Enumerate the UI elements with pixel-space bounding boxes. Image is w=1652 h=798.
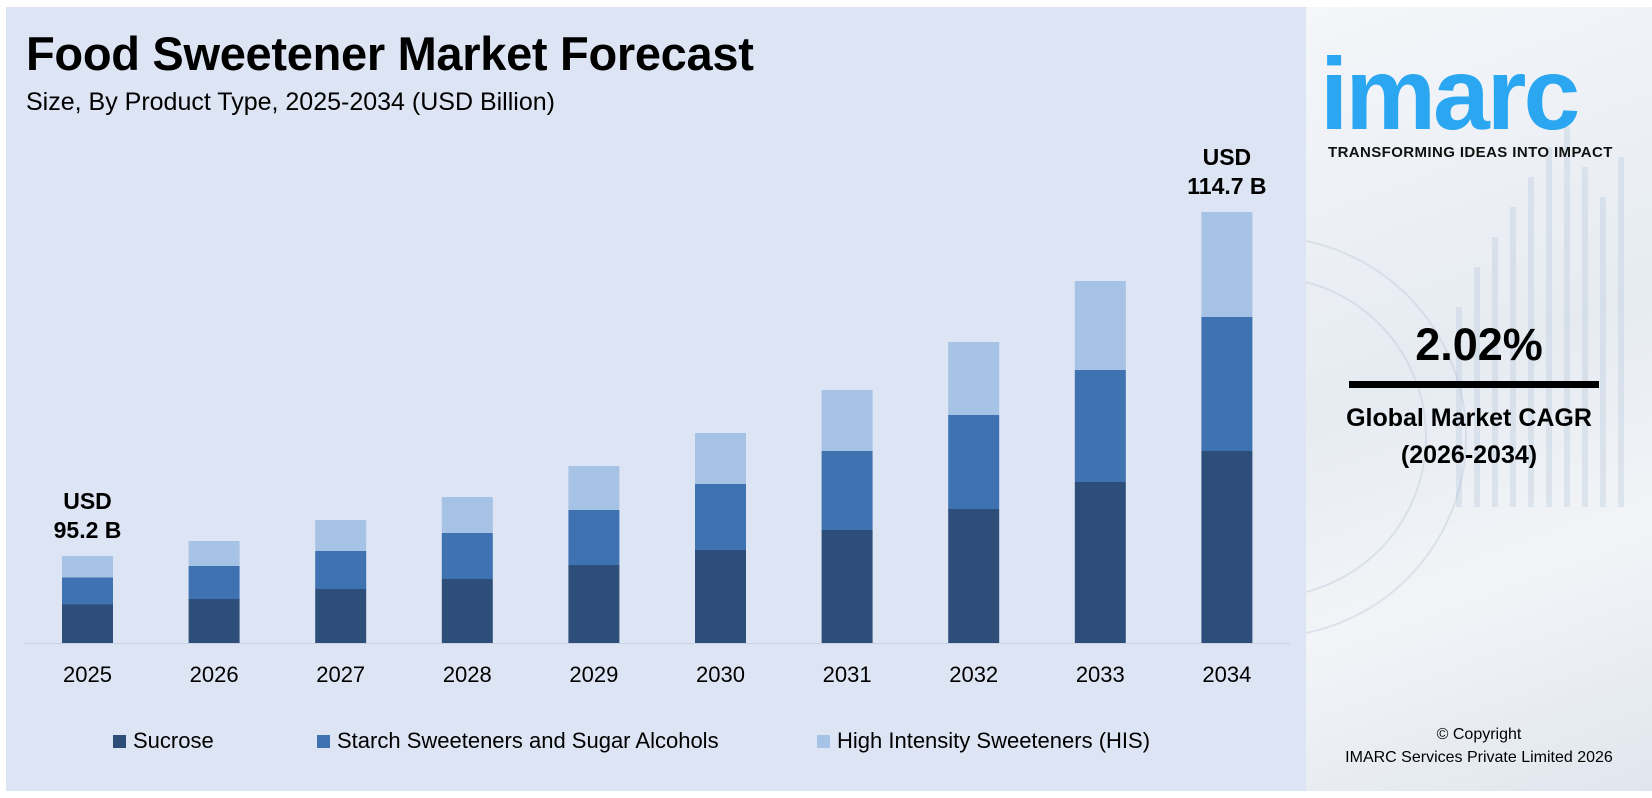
x-tick-label-2033: 2033: [1076, 662, 1125, 687]
bar-2030-series-1: [695, 484, 746, 550]
legend-swatch-sucrose: [113, 734, 126, 748]
sidebar-panel: imarc TRANSFORMING IDEAS INTO IMPACT 2.0…: [1306, 7, 1652, 791]
x-tick-label-2034: 2034: [1202, 662, 1251, 687]
x-tick-label-2027: 2027: [316, 662, 365, 687]
legend-item-sucrose: Sucrose: [113, 728, 214, 754]
bar-2025-series-1: [62, 577, 113, 605]
x-tick-label-2029: 2029: [569, 662, 618, 687]
bar-2031-series-0: [821, 530, 873, 643]
bar-2029-series-0: [568, 565, 620, 643]
bar-2027-series-2: [315, 520, 367, 551]
cagr-value: 2.02%: [1415, 319, 1543, 370]
x-tick-label-2031: 2031: [823, 662, 872, 687]
bar-2033-series-1: [1074, 370, 1126, 482]
bar-2034-series-0: [1201, 451, 1253, 643]
bar-2032-series-1: [948, 415, 1000, 509]
logo-tagline: TRANSFORMING IDEAS INTO IMPACT: [1328, 144, 1613, 161]
logo-wordmark: imarc: [1320, 37, 1580, 151]
legend-item-his: High Intensity Sweeteners (HIS): [817, 728, 1150, 754]
bar-2027-series-0: [315, 589, 367, 643]
legend-label-starch: Starch Sweeteners and Sugar Alcohols: [337, 728, 719, 753]
copyright-line1: © Copyright: [1436, 726, 1522, 743]
x-tick-label-2026: 2026: [190, 662, 239, 687]
cagr-label-line1: Global Market CAGR: [1346, 404, 1592, 432]
bar-2025-series-2: [62, 556, 113, 578]
bar-2030-series-2: [695, 433, 746, 484]
bar-2033-series-2: [1074, 281, 1126, 370]
bar-2028-series-0: [441, 579, 493, 643]
bar-2028-series-1: [441, 533, 493, 579]
bar-2031-series-1: [821, 451, 873, 530]
bar-2033-series-0: [1074, 482, 1126, 643]
chart-subtitle: Size, By Product Type, 2025-2034 (USD Bi…: [26, 88, 555, 116]
decorative-background-graphic: [1306, 127, 1624, 634]
bar-2034-series-1: [1201, 317, 1253, 451]
stacked-bar-chart: 2025 2026 2027 2028 2029 2030 2031 2032 2033 2034…: [24, 144, 1290, 687]
bar-2026-series-0: [188, 599, 240, 643]
cagr-divider: [1349, 381, 1599, 388]
imarc-logo: imarc TRANSFORMING IDEAS INTO IMPACT: [1320, 23, 1640, 163]
legend-swatch-starch: [317, 734, 330, 748]
legend-swatch-his: [817, 734, 830, 748]
value-annotation-2034-line-0: USD: [1203, 144, 1252, 170]
bar-2029-series-2: [568, 466, 620, 510]
chart-title: Food Sweetener Market Forecast: [26, 27, 754, 80]
bar-2032-series-0: [948, 509, 1000, 643]
x-tick-label-2025: 2025: [63, 662, 112, 687]
cagr-label-line2: (2026-2034): [1400, 441, 1538, 469]
bar-2031-series-2: [821, 390, 873, 451]
bar-2026-series-2: [188, 541, 240, 566]
legend-item-starch: Starch Sweeteners and Sugar Alcohols: [317, 728, 719, 754]
copyright-line2: IMARC Services Private Limited 2026: [1345, 749, 1613, 766]
bar-2025-series-0: [62, 604, 113, 643]
bar-2027-series-1: [315, 551, 367, 589]
legend-label-sucrose: Sucrose: [133, 728, 214, 753]
bar-2029-series-1: [568, 510, 620, 565]
x-tick-label-2028: 2028: [443, 662, 492, 687]
legend-label-his: High Intensity Sweeteners (HIS): [837, 728, 1151, 753]
x-tick-label-2030: 2030: [696, 662, 745, 687]
x-tick-label-2032: 2032: [949, 662, 998, 687]
bar-2028-series-2: [441, 497, 493, 533]
bar-2026-series-1: [188, 566, 240, 599]
value-annotation-2025-line-0: USD: [63, 488, 112, 514]
bar-2034-series-2: [1201, 212, 1253, 317]
bar-2030-series-0: [695, 550, 746, 643]
cagr-label: Global Market CAGR (2026-2034): [1306, 400, 1632, 474]
value-annotation-2034-line-1: 114.7 B: [1187, 173, 1266, 199]
value-annotation-2025-line-1: 95.2 B: [54, 517, 122, 543]
copyright-notice: © Copyright IMARC Services Private Limit…: [1306, 723, 1652, 769]
bar-2032-series-2: [948, 342, 1000, 415]
